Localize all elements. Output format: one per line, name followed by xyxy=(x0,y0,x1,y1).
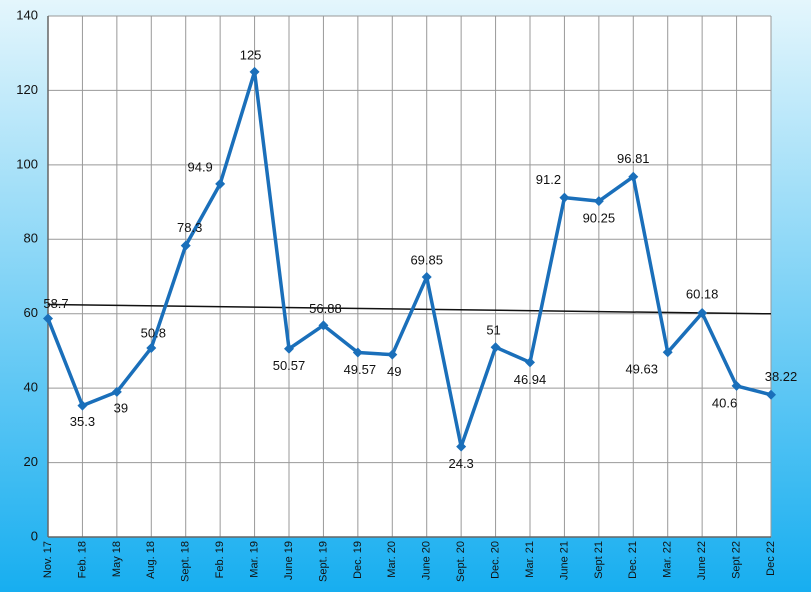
data-label: 78.3 xyxy=(177,220,202,235)
data-label: 39 xyxy=(114,400,128,415)
y-tick-label: 0 xyxy=(31,528,38,543)
y-tick-label: 20 xyxy=(24,454,38,469)
marker xyxy=(318,320,329,331)
data-label: 49 xyxy=(387,364,401,379)
marker xyxy=(43,313,53,324)
x-tick-label: Feb. 18 xyxy=(76,541,88,578)
x-tick-label: Sept. 20 xyxy=(455,541,467,582)
marker xyxy=(697,308,708,319)
data-label: 90.25 xyxy=(583,211,616,226)
marker xyxy=(628,171,639,182)
data-label: 94.9 xyxy=(187,159,212,174)
data-label: 60.18 xyxy=(686,286,719,301)
x-tick-label: Mar. 22 xyxy=(662,541,674,578)
y-tick-label: 80 xyxy=(24,231,38,246)
x-tick-label: Dec. 20 xyxy=(489,541,501,579)
y-tick-label: 140 xyxy=(16,7,38,22)
data-label: 46.94 xyxy=(514,372,547,387)
marker xyxy=(421,272,432,283)
marker xyxy=(766,389,776,400)
x-tick-label: Mar. 21 xyxy=(524,541,536,578)
marker xyxy=(77,400,88,411)
data-label: 50.57 xyxy=(273,358,306,373)
x-tick-label: June 20 xyxy=(421,541,433,580)
y-tick-label: 40 xyxy=(24,380,38,395)
data-label: 125 xyxy=(240,47,262,62)
x-tick-label: June 21 xyxy=(558,541,570,580)
data-label: 49.57 xyxy=(344,362,377,377)
data-label: 38.22 xyxy=(765,369,798,384)
x-tick-label: Feb. 19 xyxy=(214,541,226,578)
y-tick-label: 120 xyxy=(16,82,38,97)
x-tick-label: Sept. 18 xyxy=(180,541,192,582)
marker xyxy=(490,342,501,353)
marker xyxy=(559,192,570,203)
marker xyxy=(593,196,604,207)
x-tick-label: June 19 xyxy=(283,541,295,580)
plot-area xyxy=(48,16,771,537)
data-line xyxy=(46,70,772,449)
marker xyxy=(387,349,398,360)
marker xyxy=(180,240,191,251)
marker xyxy=(662,347,673,358)
trendline xyxy=(47,303,772,315)
x-tick-label: Mar. 20 xyxy=(386,541,398,578)
x-tick-label: Sept 21 xyxy=(593,541,605,579)
data-label: 69.85 xyxy=(410,252,443,267)
x-tick-label: Dec 22 xyxy=(765,541,777,576)
marker xyxy=(284,343,294,354)
y-tick-label: 60 xyxy=(24,305,38,320)
data-label: 96.81 xyxy=(617,151,650,166)
marker xyxy=(731,380,742,391)
marker xyxy=(525,357,535,368)
x-tick-label: Nov. 17 xyxy=(42,541,54,578)
data-label: 49.63 xyxy=(625,362,658,377)
data-label: 35.3 xyxy=(70,414,95,429)
marker xyxy=(456,441,467,452)
x-tick-label: Dec. 19 xyxy=(352,541,364,579)
data-label: 40.6 xyxy=(712,395,737,410)
y-tick-label: 100 xyxy=(16,156,38,171)
x-tick-label: June 22 xyxy=(696,541,708,580)
x-tick-label: May 18 xyxy=(111,541,123,577)
marker xyxy=(352,347,363,358)
marker xyxy=(146,342,157,353)
data-label: 56.88 xyxy=(309,301,342,316)
marker xyxy=(249,66,260,77)
marker xyxy=(111,386,122,397)
x-tick-label: Sept 22 xyxy=(730,541,742,579)
x-tick-label: Dec. 21 xyxy=(627,541,639,579)
data-label: 50.8 xyxy=(141,325,166,340)
data-label: 91.2 xyxy=(536,172,561,187)
data-label: 51 xyxy=(486,323,500,338)
marker xyxy=(215,178,226,189)
x-tick-label: Sept. 19 xyxy=(317,541,329,582)
data-label: 24.3 xyxy=(448,456,473,471)
x-tick-label: Aug. 18 xyxy=(145,541,157,579)
x-tick-label: Mar. 19 xyxy=(248,541,260,578)
data-label: 58.7 xyxy=(43,296,68,311)
